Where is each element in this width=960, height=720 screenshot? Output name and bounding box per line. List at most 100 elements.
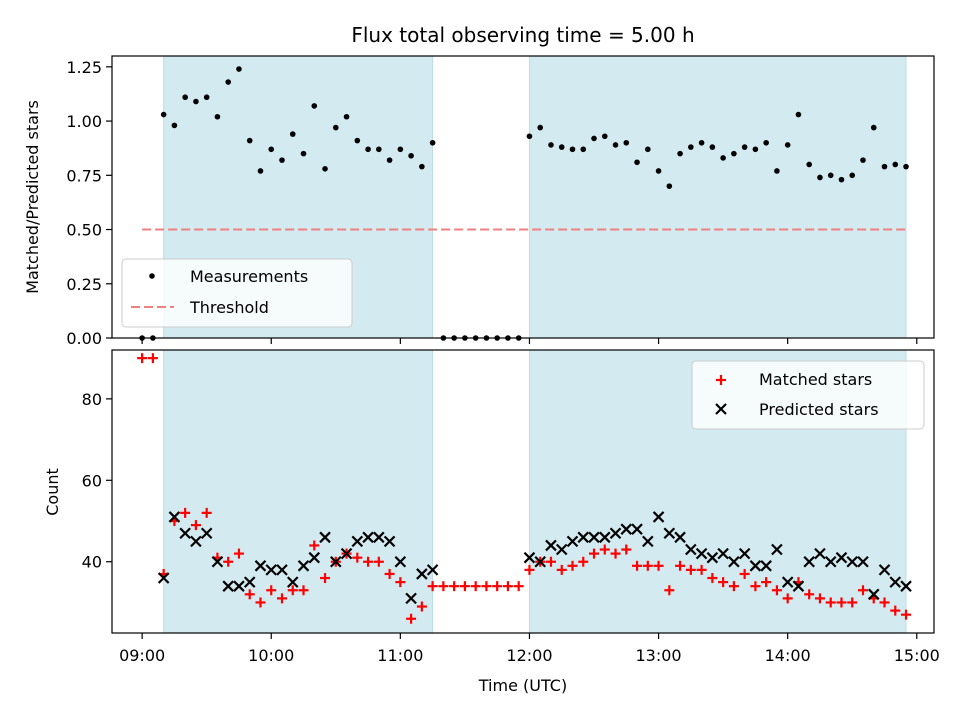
predicted-point bbox=[620, 523, 633, 535]
measurement-point bbox=[634, 159, 640, 166]
matched-point bbox=[825, 597, 836, 608]
matched-point bbox=[481, 581, 492, 592]
predicted-point bbox=[781, 576, 794, 588]
measurement-point bbox=[343, 113, 350, 120]
predicted-point bbox=[728, 555, 740, 568]
measurement-point bbox=[171, 122, 178, 129]
matched-point bbox=[201, 507, 212, 518]
measurement-point bbox=[806, 161, 812, 168]
measurement-point bbox=[655, 168, 662, 174]
predicted-point bbox=[254, 560, 267, 572]
predicted-point bbox=[179, 527, 191, 540]
predicted-point bbox=[652, 511, 665, 523]
measurement-point bbox=[203, 94, 210, 101]
matched-point bbox=[244, 589, 255, 600]
bottom-panel: 40 60 80 09:00 10:00 11:00 12:00 13:00 14:00 15:… bbox=[43, 349, 940, 695]
matched-point bbox=[384, 568, 395, 579]
measurement-point bbox=[870, 124, 877, 131]
matched-point bbox=[320, 573, 331, 584]
predicted-point bbox=[405, 592, 417, 605]
predicted-point bbox=[383, 535, 396, 548]
measurement-point bbox=[386, 157, 393, 163]
top-ytick-label-0: 0.00 bbox=[66, 329, 102, 348]
chart-title: Flux total observing time = 5.00 h bbox=[351, 23, 694, 47]
top-panel: 0.00 0.25 0.50 0.75 1.00 1.25 Matched/Predict… bbox=[23, 55, 935, 348]
matched-point bbox=[427, 581, 438, 592]
predicted-point bbox=[824, 555, 837, 568]
legend-measurement-marker bbox=[149, 273, 155, 279]
matched-point bbox=[363, 556, 374, 567]
measurement-point bbox=[419, 163, 425, 170]
top-ytick-label-1: 0.25 bbox=[66, 275, 102, 294]
top-x-ticks bbox=[141, 338, 918, 344]
measurement-point bbox=[225, 79, 231, 85]
bottom-legend-box bbox=[691, 360, 925, 430]
measurement-point bbox=[268, 146, 275, 153]
legend-matched-label: Matched stars bbox=[759, 370, 872, 389]
predicted-point bbox=[685, 543, 697, 556]
xtick-label-6: 15:00 bbox=[894, 646, 940, 665]
matched-point bbox=[352, 552, 363, 563]
predicted-point bbox=[846, 555, 859, 568]
matched-point bbox=[180, 507, 191, 518]
matched-point bbox=[545, 556, 556, 567]
matched-point bbox=[653, 560, 664, 571]
measurement-point bbox=[688, 144, 694, 150]
matched-point bbox=[685, 564, 696, 575]
predicted-point bbox=[588, 531, 600, 544]
predicted-point bbox=[598, 531, 611, 544]
measurement-point bbox=[257, 168, 264, 174]
predicted-point bbox=[738, 547, 751, 560]
matched-point bbox=[857, 585, 868, 596]
predicted-point bbox=[867, 588, 880, 601]
top-ytick-label-3: 0.75 bbox=[66, 166, 102, 185]
matched-point bbox=[847, 597, 858, 608]
predicted-point bbox=[749, 560, 762, 572]
predicted-point bbox=[706, 551, 719, 564]
matched-point bbox=[804, 589, 815, 600]
matched-point bbox=[266, 585, 277, 596]
measurement-point bbox=[709, 144, 716, 150]
bottom-y-axis-label: Count bbox=[43, 468, 62, 516]
xtick-label-3: 12:00 bbox=[506, 646, 552, 665]
measurement-point bbox=[741, 144, 748, 150]
measurement-point bbox=[752, 146, 759, 153]
measurement-point bbox=[311, 103, 318, 109]
xtick-label-4: 13:00 bbox=[636, 646, 682, 665]
measurement-point bbox=[160, 111, 167, 118]
matched-point bbox=[761, 577, 772, 588]
measurement-points bbox=[139, 66, 909, 341]
predicted-point bbox=[566, 535, 579, 548]
measurement-point bbox=[623, 139, 630, 146]
predicted-point bbox=[534, 555, 546, 568]
xtick-label-2: 11:00 bbox=[377, 646, 423, 665]
predicted-point bbox=[426, 564, 439, 576]
measurement-point bbox=[214, 113, 221, 120]
measurement-point bbox=[289, 131, 296, 137]
matched-point bbox=[416, 601, 427, 612]
legend-measurements-label: Measurements bbox=[190, 267, 308, 286]
predicted-point bbox=[835, 551, 848, 564]
predicted-point bbox=[373, 531, 385, 544]
predicted-point bbox=[190, 535, 202, 548]
legend-predicted-marker bbox=[715, 403, 727, 415]
predicted-point bbox=[555, 543, 568, 556]
measurement-point bbox=[838, 176, 845, 183]
matched-point bbox=[233, 548, 244, 559]
matched-point bbox=[750, 581, 761, 592]
matched-point bbox=[739, 568, 750, 579]
top-y-axis-label: Matched/Predicted stars bbox=[23, 100, 42, 294]
predicted-point bbox=[609, 527, 622, 540]
matched-point bbox=[836, 597, 847, 608]
top-legend-box bbox=[121, 258, 353, 328]
measurement-point bbox=[612, 142, 619, 148]
matched-point bbox=[879, 597, 890, 608]
measurement-point bbox=[300, 150, 307, 157]
measurement-point bbox=[591, 135, 597, 142]
legend-predicted-label: Predicted stars bbox=[759, 400, 879, 419]
matched-point bbox=[524, 564, 535, 575]
matched-point bbox=[147, 353, 158, 364]
matched-point bbox=[406, 613, 417, 624]
predicted-point bbox=[889, 576, 902, 588]
